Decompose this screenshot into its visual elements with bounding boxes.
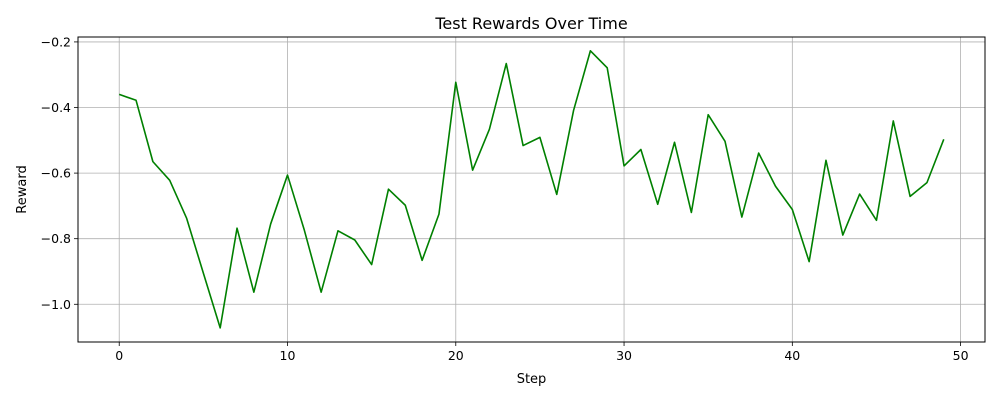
- series-line: [118, 49, 945, 329]
- x-tick-label: 10: [280, 348, 296, 363]
- y-axis-label: Reward: [15, 165, 30, 213]
- x-tick-label: 40: [784, 348, 800, 363]
- axis-ticks: 0 10 20 30 40 50 −1.0 −0.8 −0.6 −0.4 −0.2: [41, 34, 969, 363]
- x-tick-label: 50: [953, 348, 969, 363]
- plot-area-frame: [77, 36, 986, 343]
- x-axis-label: Step: [517, 372, 547, 387]
- y-tick-label: −0.8: [41, 231, 71, 246]
- series-layer: [118, 49, 945, 329]
- y-tick-label: −0.4: [41, 100, 71, 115]
- x-tick-label: 20: [448, 348, 464, 363]
- x-tick-label: 30: [616, 348, 632, 363]
- chart-title: Test Rewards Over Time: [434, 14, 627, 33]
- y-tick-label: −0.2: [41, 34, 71, 49]
- x-tick-label: 0: [115, 348, 123, 363]
- y-tick-label: −0.6: [41, 166, 71, 181]
- grid: [78, 37, 985, 342]
- y-tick-label: −1.0: [41, 297, 71, 312]
